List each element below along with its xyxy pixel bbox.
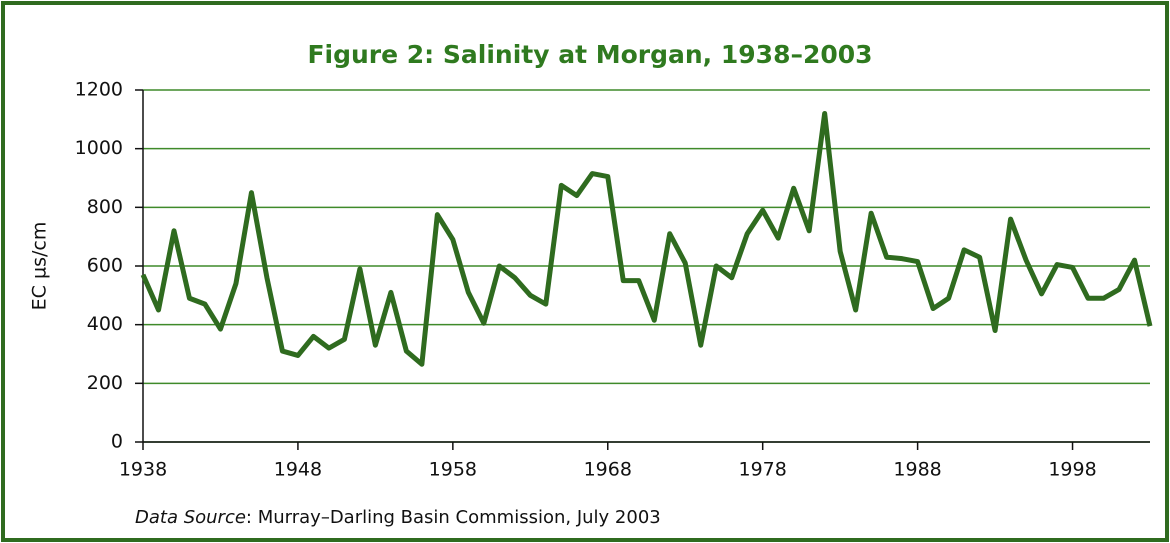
x-tick-label: 1968 xyxy=(584,459,632,481)
y-tick-label: 1200 xyxy=(75,79,123,101)
x-tick-label: 1958 xyxy=(429,459,477,481)
x-tick-label: 1938 xyxy=(119,459,167,481)
x-tick-label: 1988 xyxy=(893,459,941,481)
y-tick-label: 200 xyxy=(87,372,123,394)
source-text: : Murray–Darling Basin Commission, July … xyxy=(246,507,661,528)
y-tick-label: 600 xyxy=(87,255,123,277)
chart-title: Figure 2: Salinity at Morgan, 1938–2003 xyxy=(307,40,872,69)
x-tick-label: 1948 xyxy=(274,459,322,481)
source-label: Data Source xyxy=(135,507,246,528)
source: Data Source: Murray–Darling Basin Commis… xyxy=(135,507,661,528)
y-axis-label: EC µs/cm xyxy=(29,222,51,311)
y-tick-label: 1000 xyxy=(75,137,123,159)
y-tick-label: 800 xyxy=(87,196,123,218)
x-tick-label: 1978 xyxy=(739,459,787,481)
x-tick-label: 1998 xyxy=(1048,459,1096,481)
y-tick-label: 0 xyxy=(111,431,123,453)
y-tick-label: 400 xyxy=(87,313,123,335)
line xyxy=(140,110,1153,367)
